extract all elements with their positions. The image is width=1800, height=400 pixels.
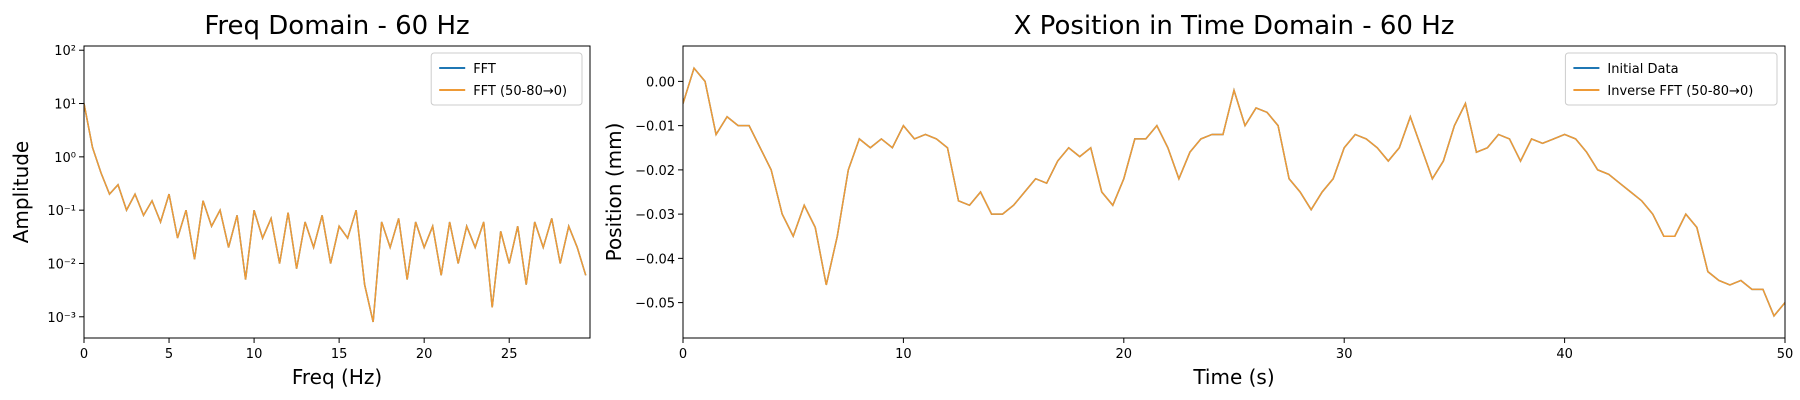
- x-tick-label: 20: [1116, 347, 1133, 362]
- y-tick-label: −0.03: [635, 208, 675, 223]
- y-tick-label: 10²: [54, 44, 76, 59]
- y-tick-label: −0.02: [635, 164, 675, 179]
- x-tick-label: 25: [501, 347, 518, 362]
- data-line: [84, 103, 587, 323]
- y-tick-label: −0.05: [635, 297, 675, 312]
- legend: FFT FFT (50-80→0): [430, 52, 583, 106]
- y-tick-label: 10¹: [54, 98, 76, 113]
- chart-title: Freq Domain - 60 Hz: [204, 11, 469, 41]
- axes-frame: [682, 45, 1786, 339]
- x-tick-label: 50: [1777, 347, 1794, 362]
- x-tick-label: 30: [1336, 347, 1353, 362]
- axes-frame: [83, 45, 591, 339]
- y-tick-label: 10⁻³: [47, 311, 76, 326]
- y-tick-label: 0.00: [646, 75, 675, 90]
- y-tick-label: −0.04: [635, 252, 675, 267]
- data-line: [84, 103, 587, 323]
- x-tick-label: 5: [165, 347, 173, 362]
- x-tick-label: 15: [331, 347, 348, 362]
- y-axis-label: Position (mm): [602, 123, 626, 262]
- data-line: [683, 66, 1785, 318]
- x-tick-label: 0: [679, 347, 687, 362]
- chart-title: X Position in Time Domain - 60 Hz: [1014, 11, 1455, 41]
- y-tick-label: 10⁻²: [47, 257, 76, 272]
- y-tick-label: 10⁰: [54, 151, 76, 166]
- legend-label: Initial Data: [1607, 62, 1678, 77]
- legend-label: FFT (50-80→0): [473, 84, 567, 99]
- y-tick-label: 10⁻¹: [47, 204, 76, 219]
- x-tick-label: 0: [80, 347, 88, 362]
- x-axis-label: Freq (Hz): [292, 365, 382, 389]
- legend-box: [1564, 52, 1778, 106]
- y-tick-label: −0.01: [635, 120, 675, 135]
- x-tick-label: 20: [416, 347, 433, 362]
- x-tick-label: 40: [1556, 347, 1573, 362]
- legend: Initial Data Inverse FFT (50-80→0): [1564, 52, 1778, 106]
- legend-box: [430, 52, 583, 106]
- y-axis-label: Amplitude: [9, 141, 33, 244]
- legend-label: Inverse FFT (50-80→0): [1607, 84, 1753, 99]
- x-tick-label: 10: [895, 347, 912, 362]
- x-tick-label: 10: [246, 347, 263, 362]
- x-axis-label: Time (s): [1192, 365, 1274, 389]
- legend-label: FFT: [473, 62, 496, 77]
